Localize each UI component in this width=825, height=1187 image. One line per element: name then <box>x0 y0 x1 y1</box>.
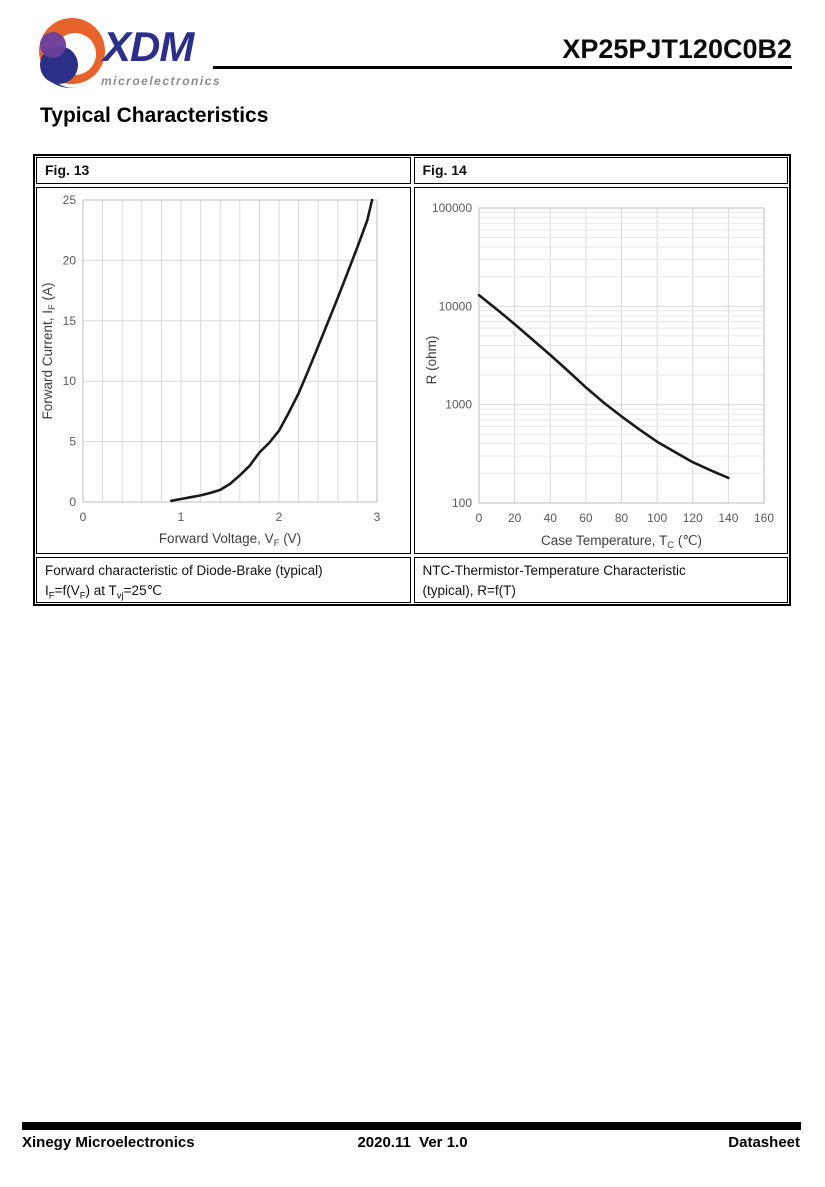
svg-text:40: 40 <box>543 511 557 525</box>
svg-text:10000: 10000 <box>438 299 472 313</box>
footer-doctype: Datasheet <box>728 1134 800 1151</box>
svg-text:1: 1 <box>178 510 185 524</box>
page-heading: Typical Characteristics <box>40 104 269 127</box>
header-rule <box>213 66 792 69</box>
brand-tagline: microelectronics <box>101 74 222 88</box>
svg-text:140: 140 <box>718 511 738 525</box>
svg-text:100: 100 <box>647 511 667 525</box>
fig14-header-cell: Fig. 14 <box>413 157 788 184</box>
svg-text:160: 160 <box>753 511 773 525</box>
svg-text:10: 10 <box>63 374 77 388</box>
forward-characteristic-chart: 0 1 2 3 0 5 10 15 20 25 Forward Voltage, VF (V) For… <box>40 193 381 549</box>
svg-text:Forward Voltage, VF (V): Forward Voltage, VF (V) <box>159 531 301 549</box>
svg-text:0: 0 <box>80 510 87 524</box>
svg-text:25: 25 <box>63 193 77 207</box>
fig13-caption-cell: Forward characteristic of Diode-Brake (t… <box>36 557 411 603</box>
brand-swirl-icon <box>30 18 110 95</box>
svg-text:Forward Current, IF (A): Forward Current, IF (A) <box>40 282 58 419</box>
fig14-caption-line2: (typical), R=f(T) <box>422 582 516 598</box>
svg-text:20: 20 <box>507 511 521 525</box>
ntc-thermistor-chart: 0 20 40 60 80 100 120 140 160 100 1000 10000 100000 C… <box>424 201 774 551</box>
svg-text:1000: 1000 <box>445 398 472 412</box>
svg-text:100000: 100000 <box>431 201 471 215</box>
part-number-title: XP25PJT120C0B2 <box>562 34 792 64</box>
fig14-caption-cell: NTC-Thermistor-Temperature Characteristi… <box>413 557 788 603</box>
fig14-chart-cell: 0 20 40 60 80 100 120 140 160 100 1000 10000 100000 C… <box>413 187 788 554</box>
svg-text:0: 0 <box>475 511 482 525</box>
svg-text:0: 0 <box>69 495 76 509</box>
svg-text:Case Temperature, TC (℃): Case Temperature, TC (℃) <box>540 533 701 551</box>
footer-company: Xinegy Microelectronics <box>22 1134 195 1151</box>
fig13-caption-line1: Forward characteristic of Diode-Brake (t… <box>45 563 323 578</box>
svg-text:2: 2 <box>276 510 283 524</box>
brand-logo-text: XDM <box>103 23 194 70</box>
fig13-header-cell: Fig. 13 <box>36 157 411 184</box>
svg-text:60: 60 <box>579 511 593 525</box>
footer-version: 2020.11 Ver 1.0 <box>357 1134 468 1151</box>
characteristics-table: Fig. 13 Fig. 14 0 1 2 3 0 5 10 15 20 25 Forward Vo… <box>33 154 791 606</box>
svg-text:15: 15 <box>63 314 77 328</box>
fig14-caption-line1: NTC-Thermistor-Temperature Characteristi… <box>422 563 686 578</box>
svg-text:120: 120 <box>682 511 702 525</box>
svg-text:5: 5 <box>69 435 76 449</box>
svg-text:100: 100 <box>451 496 471 510</box>
fig13-caption-line2: IF=f(VF) at Tvj=25℃ <box>45 582 162 602</box>
svg-text:80: 80 <box>614 511 628 525</box>
footer-rule <box>22 1122 801 1130</box>
svg-text:3: 3 <box>374 510 381 524</box>
svg-text:R (ohm): R (ohm) <box>424 336 439 385</box>
svg-text:20: 20 <box>63 253 77 267</box>
fig13-chart-cell: 0 1 2 3 0 5 10 15 20 25 Forward Voltage, VF (V) For… <box>36 187 411 554</box>
